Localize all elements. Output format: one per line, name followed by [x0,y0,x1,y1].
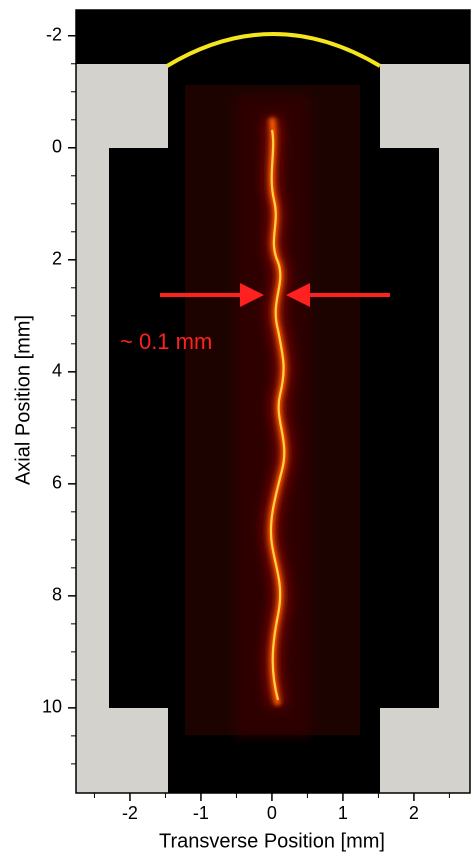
lens-outline [165,32,382,68]
y-tick-label: 4 [52,361,62,381]
filament-core [269,129,286,701]
y-axis-label: Axial Position [mm] [12,315,34,485]
x-tick-label: -2 [122,803,138,823]
annotation: ~ 0.1 mm [120,329,212,354]
filament [262,117,293,707]
x-tick-label: 0 [267,803,277,823]
y-tick-label: -2 [46,25,62,45]
plot-frame [75,9,471,794]
y-tick-label: 2 [52,249,62,269]
y-tick-label: 10 [42,697,62,717]
y-tick-label: 8 [52,585,62,605]
y-tick-label: 0 [52,137,62,157]
y-tick-label: 6 [52,473,62,493]
plot-area: ~ 0.1 mm [75,9,471,794]
x-tick-label: 1 [338,803,348,823]
x-tick-label: -1 [193,803,209,823]
x-axis-label: Transverse Position [mm] [159,830,385,852]
x-tick-label: 2 [409,803,419,823]
